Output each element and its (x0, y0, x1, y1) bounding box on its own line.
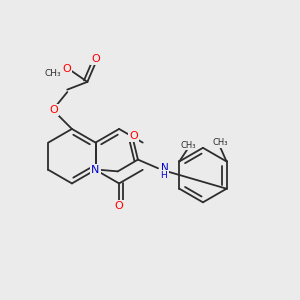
Text: O: O (115, 201, 124, 211)
Text: N: N (91, 165, 100, 175)
Text: O: O (92, 54, 100, 64)
Text: CH₃: CH₃ (213, 138, 228, 147)
Text: O: O (129, 131, 138, 141)
Text: N: N (160, 163, 168, 173)
Text: O: O (62, 64, 71, 74)
Text: O: O (49, 105, 58, 116)
Text: H: H (160, 171, 167, 180)
Text: CH₃: CH₃ (181, 140, 197, 149)
Text: CH₃: CH₃ (44, 69, 61, 78)
